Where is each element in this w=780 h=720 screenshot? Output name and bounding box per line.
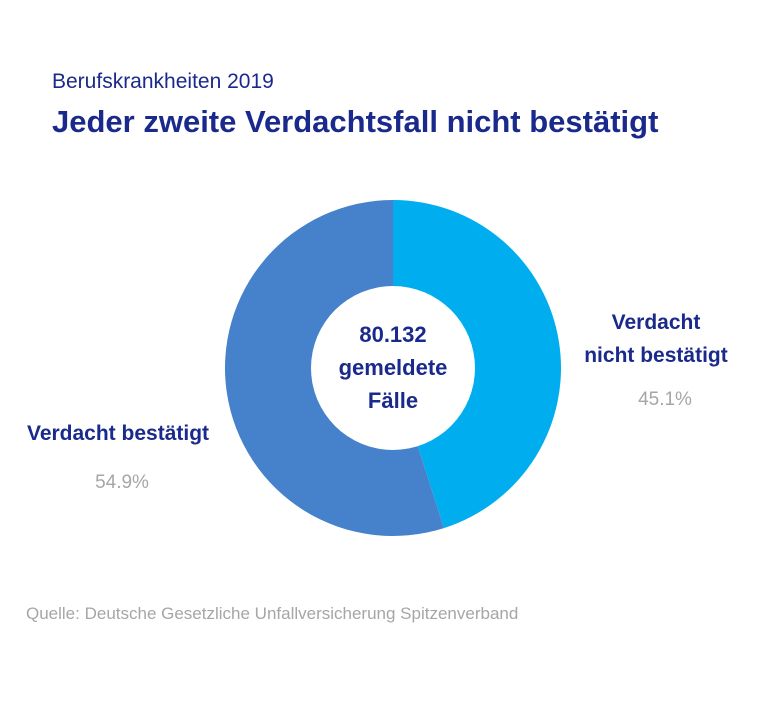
chart-title: Jeder zweite Verdachtsfall nicht bestäti… — [52, 104, 659, 139]
slice-not-confirmed — [393, 200, 561, 529]
slice-value-confirmed: 54.9% — [95, 472, 149, 493]
slice-label-confirmed: Verdacht bestätigt — [27, 422, 209, 445]
slice-value-not-confirmed: 45.1% — [638, 389, 692, 410]
center-label-line-2: Fälle — [368, 388, 418, 413]
slice-label-not-confirmed-line-1: Verdacht — [612, 311, 701, 334]
source-note: Quelle: Deutsche Gesetzliche Unfallversi… — [26, 604, 519, 623]
chart-subtitle: Berufskrankheiten 2019 — [52, 70, 274, 93]
center-total: 80.132 — [359, 322, 426, 347]
center-label-line-1: gemeldete — [339, 355, 448, 380]
donut-hole — [311, 286, 475, 450]
slice-label-not-confirmed-line-2: nicht bestätigt — [584, 344, 728, 367]
